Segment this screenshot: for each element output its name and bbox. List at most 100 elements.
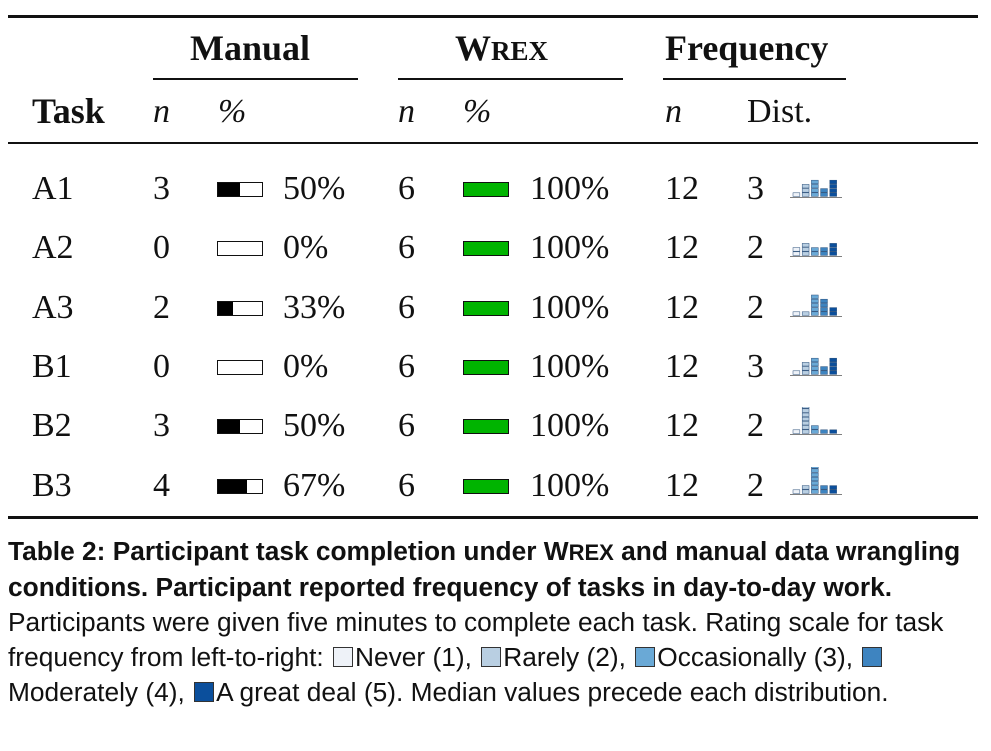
histogram-square (811, 357, 819, 363)
frequency-distribution-chart (790, 243, 842, 257)
manual-completion-bar-fill (218, 420, 240, 433)
wrex-completion-bar (463, 301, 509, 316)
table-caption: Table 2: Participant task completion und… (8, 534, 983, 710)
frequency-group-header: Frequency (665, 28, 829, 68)
wrex-group-header: WREX (455, 30, 548, 66)
histogram-square (801, 421, 810, 426)
histogram-square (811, 247, 819, 252)
manual-pct: 0% (283, 348, 329, 385)
wrex-pct: 100% (530, 229, 610, 266)
histogram-square (811, 303, 819, 308)
histogram-square (820, 192, 828, 197)
wrex-group-rule (398, 78, 623, 80)
frequency-median: 2 (747, 289, 764, 326)
manual-pct: 33% (283, 289, 346, 326)
task-label: B3 (32, 467, 72, 504)
manual-completion-bar (217, 241, 263, 256)
task-label: B2 (32, 407, 72, 444)
wrex-completion-bar-fill (464, 420, 508, 433)
histogram-square (829, 247, 837, 252)
manual-completion-bar (217, 182, 263, 197)
occasionally-swatch (635, 647, 656, 667)
wrex-n-header: n (398, 93, 415, 130)
wrex-completion-bar (463, 241, 509, 256)
manual-n: 4 (153, 467, 170, 504)
scale-moderately-label: Moderately (4), (8, 677, 185, 707)
histogram-square (792, 251, 801, 256)
wrex-completion-bar (463, 360, 509, 375)
manual-pct: 50% (283, 170, 346, 207)
manual-n: 0 (153, 348, 170, 385)
histogram-square (801, 311, 810, 316)
histogram-square (792, 311, 801, 316)
task-column-header: Task (32, 91, 105, 131)
manual-completion-bar-fill (218, 183, 240, 196)
histogram-square (792, 489, 801, 494)
manual-pct: 67% (283, 467, 346, 504)
histogram-square (801, 370, 810, 375)
histogram-square (811, 467, 819, 469)
histogram-square (811, 366, 819, 371)
histogram-square (829, 307, 837, 312)
histogram-square (811, 485, 819, 490)
manual-group-header: Manual (190, 28, 311, 68)
wrex-n: 6 (398, 289, 415, 326)
histogram-square (801, 362, 810, 367)
histogram-square (820, 247, 828, 252)
frequency-group-rule (663, 78, 846, 80)
histogram-square (811, 429, 819, 434)
wrex-first-letter: W (455, 28, 491, 68)
histogram-square (801, 366, 810, 371)
frequency-distribution-chart (790, 467, 842, 495)
manual-group-rule (153, 78, 358, 80)
task-label: A2 (32, 229, 74, 266)
wrex-completion-bar-fill (464, 361, 508, 374)
caption-median-note: Median values precede each distribution. (410, 677, 889, 707)
manual-n: 3 (153, 407, 170, 444)
manual-pct: 0% (283, 229, 329, 266)
histogram-square (811, 307, 819, 312)
histogram-square (811, 425, 819, 430)
wrex-pct: 100% (530, 467, 610, 504)
wrex-pct: 100% (530, 170, 610, 207)
histogram-square (829, 429, 837, 434)
histogram-square (801, 485, 810, 490)
manual-n: 0 (153, 229, 170, 266)
great-deal-swatch (194, 682, 215, 702)
histogram-square (801, 251, 810, 256)
histogram-square (820, 251, 828, 256)
wrex-completion-bar-fill (464, 242, 508, 255)
wrex-n: 6 (398, 229, 415, 266)
histogram-square (801, 429, 810, 434)
task-label: A1 (32, 170, 74, 207)
frequency-n: 12 (665, 170, 699, 207)
header-rule (8, 142, 978, 144)
wrex-n: 6 (398, 170, 415, 207)
rarely-swatch (481, 647, 502, 667)
histogram-square (811, 481, 819, 486)
top-rule (8, 15, 978, 18)
histogram-square (811, 370, 819, 375)
scale-never-label: Never (1), (355, 642, 472, 672)
histogram-square (811, 179, 819, 185)
histogram-square (829, 184, 837, 189)
wrex-n: 6 (398, 467, 415, 504)
histogram-square (829, 192, 837, 197)
histogram-square (811, 472, 819, 477)
histogram-square (811, 251, 819, 256)
caption-body: Participants were given five minutes to … (8, 607, 944, 672)
manual-pct: 50% (283, 407, 346, 444)
histogram-square (829, 311, 837, 316)
histogram-square (801, 192, 810, 197)
frequency-distribution-chart (790, 357, 842, 376)
histogram-square (820, 485, 828, 490)
frequency-n-header: n (665, 93, 682, 130)
frequency-distribution-chart (790, 407, 842, 435)
wrex-completion-bar (463, 182, 509, 197)
manual-completion-bar (217, 360, 263, 375)
histogram-square (811, 294, 819, 299)
frequency-median: 2 (747, 229, 764, 266)
histogram-square (829, 179, 837, 185)
scale-rarely-label: Rarely (2), (503, 642, 626, 672)
frequency-median: 2 (747, 407, 764, 444)
